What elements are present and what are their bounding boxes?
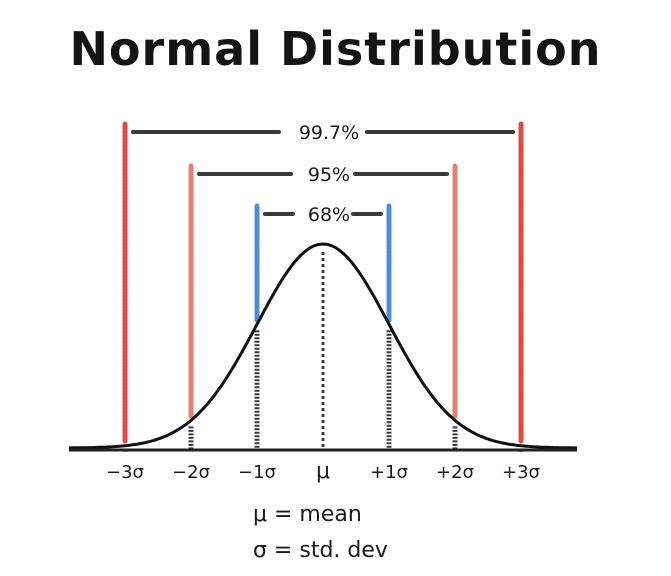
legend-std-dev: σ = std. dev	[253, 538, 388, 563]
bell-curve-path	[68, 242, 578, 450]
tick-label-minus3: −3σ	[106, 462, 144, 483]
interval-label-1: 68%	[308, 204, 350, 226]
tick-label-plus2: +2σ	[436, 462, 474, 483]
interval-label-3: 99.7%	[299, 122, 359, 144]
bell-curve	[68, 242, 578, 450]
tick-label-plus1: +1σ	[370, 462, 408, 483]
page-title: Normal Distribution	[69, 22, 602, 76]
percentage-brackets: 68% 95% 99.7%	[131, 122, 515, 226]
interval-label-2: 95%	[308, 164, 350, 186]
tick-label-minus2: −2σ	[172, 462, 210, 483]
sigma-lines	[122, 121, 524, 452]
tick-label-plus3: +3σ	[502, 462, 540, 483]
tick-label-minus1: −1σ	[238, 462, 276, 483]
tick-label-mean: μ	[316, 459, 330, 484]
x-axis: −3σ −2σ −1σ μ +1σ +2σ +3σ	[68, 448, 578, 484]
legend-mean: μ = mean	[253, 502, 362, 527]
